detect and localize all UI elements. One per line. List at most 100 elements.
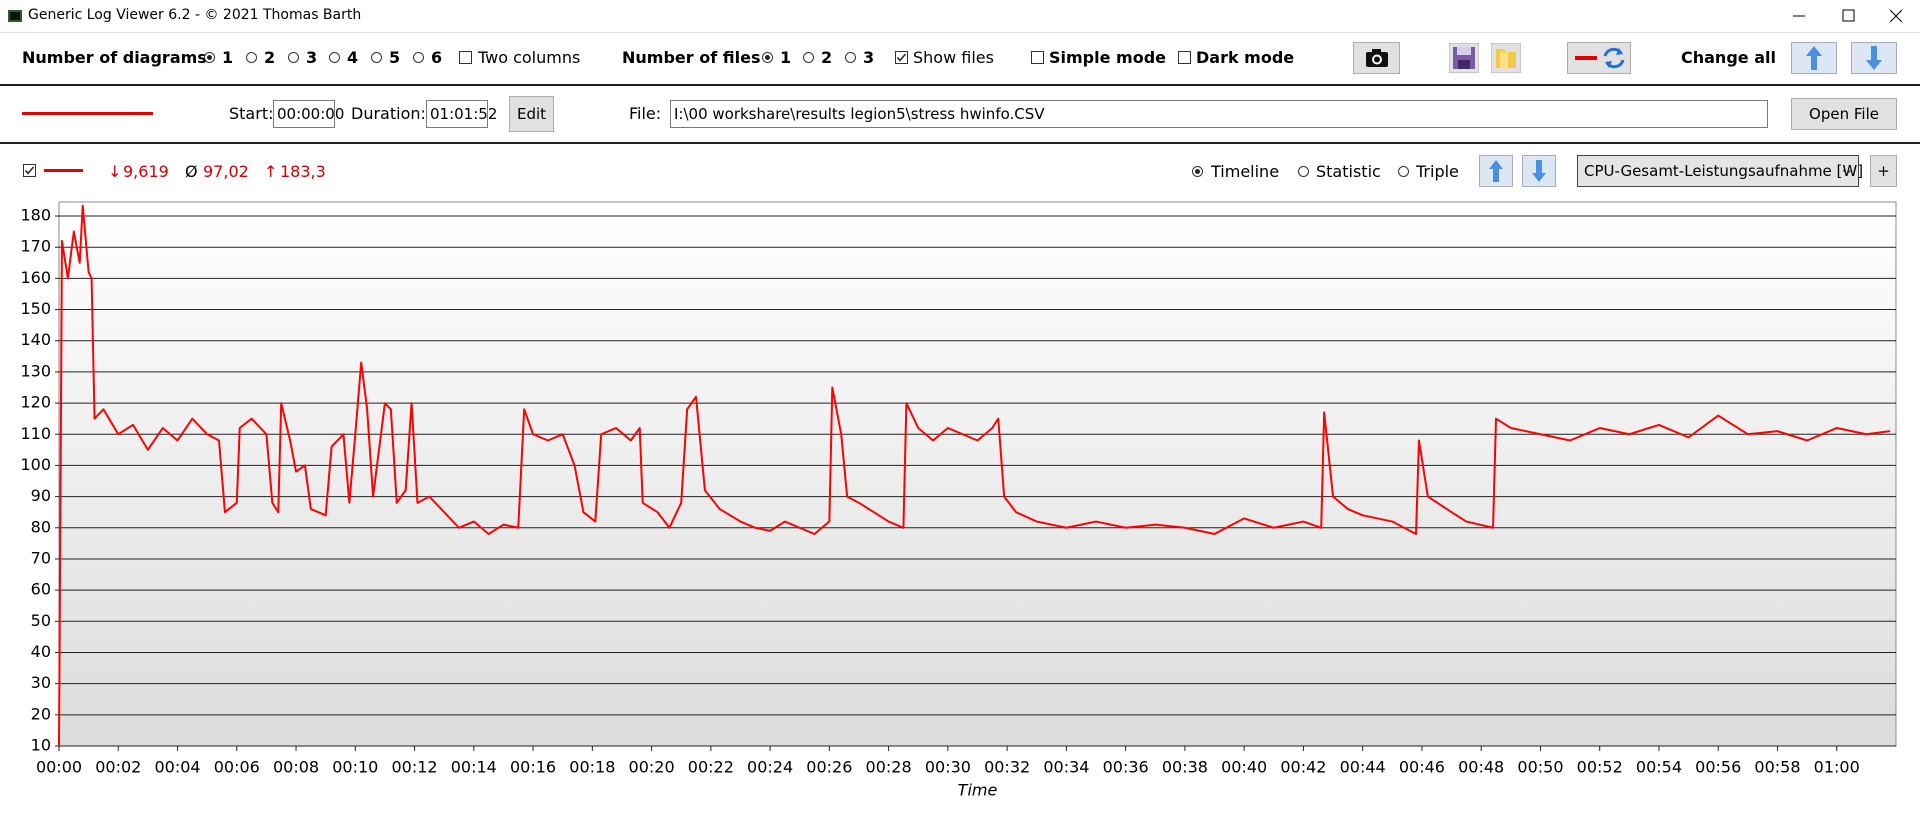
- x-tick-label: 00:34: [1043, 758, 1089, 777]
- checkbox[interactable]: [1031, 51, 1044, 64]
- series-dropdown[interactable]: CPU-Gesamt-Leistungsaufnahme [W]: [1577, 155, 1863, 187]
- radio[interactable]: [288, 52, 299, 63]
- radio-label: 1: [780, 48, 792, 67]
- y-tick-label: 120: [20, 393, 51, 412]
- radio-label: 3: [863, 48, 875, 67]
- x-tick-label: 00:08: [273, 758, 319, 777]
- close[interactable]: [1889, 9, 1903, 23]
- radio[interactable]: [1398, 166, 1409, 177]
- chart: 10 20 30 40 50 60 70 80 90 100 110 120 130 140 150 160 1…: [20, 201, 1897, 800]
- move-down-button[interactable]: [1522, 155, 1556, 187]
- radio-label: 2: [821, 48, 833, 67]
- y-tick-label: 110: [20, 424, 51, 443]
- files-label: Number of files: [622, 48, 761, 67]
- title-bar: Generic Log Viewer 6.2 - © 2021 Thomas B…: [0, 0, 1920, 33]
- x-tick-label: 00:20: [629, 758, 675, 777]
- y-tick-label: 160: [20, 268, 51, 287]
- y-tick-label: 10: [31, 736, 51, 755]
- y-tick-label: 40: [31, 642, 51, 661]
- x-tick-label: 00:30: [925, 758, 971, 777]
- y-tick-label: 60: [31, 580, 51, 599]
- edit-button[interactable]: Edit: [509, 96, 554, 132]
- stat-max: 183,3: [280, 162, 326, 181]
- radio[interactable]: [204, 52, 215, 63]
- series-color-line: [44, 169, 83, 172]
- x-tick-label: 00:46: [1399, 758, 1445, 777]
- maximize[interactable]: [1842, 9, 1855, 22]
- checkbox-label: Simple mode: [1049, 48, 1167, 67]
- x-tick-label: 00:42: [1280, 758, 1326, 777]
- x-tick-label: 00:12: [391, 758, 437, 777]
- x-tick-label: 00:48: [1458, 758, 1504, 777]
- x-tick-label: 00:50: [1517, 758, 1563, 777]
- x-tick-label: 00:40: [1221, 758, 1267, 777]
- radio-label: 1: [222, 48, 234, 67]
- move-up-button[interactable]: [1479, 155, 1513, 187]
- window-title: Generic Log Viewer 6.2 - © 2021 Thomas B…: [28, 7, 362, 23]
- checkbox[interactable]: [459, 51, 472, 64]
- x-tick-label: 00:04: [154, 758, 200, 777]
- x-tick-label: 00:52: [1577, 758, 1623, 777]
- y-tick-label: 80: [31, 517, 51, 536]
- x-tick-label: 00:00: [36, 758, 82, 777]
- add-button[interactable]: +: [1870, 155, 1897, 187]
- plot-area: [58, 201, 1897, 747]
- separator: [0, 142, 1920, 144]
- radio-label: 2: [264, 48, 276, 67]
- move-down-button[interactable]: [1851, 42, 1897, 74]
- stat-avg: 97,02: [203, 162, 249, 181]
- y-tick-label: 70: [31, 548, 51, 567]
- diagrams-label: Number of diagrams: [22, 48, 207, 67]
- start-label: Start:: [229, 104, 274, 123]
- duration-label: Duration:: [351, 104, 426, 123]
- x-axis-label: Time: [958, 781, 998, 800]
- x-tick-label: 00:02: [95, 758, 141, 777]
- checkbox[interactable]: [895, 51, 908, 64]
- radio[interactable]: [1192, 166, 1203, 177]
- file-path-input[interactable]: I:\00 workshare\results legion5\stress h…: [670, 100, 1768, 128]
- x-tick-label: 00:10: [332, 758, 378, 777]
- radio[interactable]: [371, 52, 382, 63]
- separator: [0, 84, 1920, 86]
- checkbox-label: Dark mode: [1196, 48, 1295, 67]
- series-checkbox[interactable]: [23, 164, 36, 177]
- x-tick-label: 00:06: [214, 758, 260, 777]
- y-tick-label: 140: [20, 330, 51, 349]
- radio[interactable]: [845, 52, 856, 63]
- radio[interactable]: [1298, 166, 1309, 177]
- checkbox-label: Two columns: [478, 48, 581, 67]
- radio[interactable]: [803, 52, 814, 63]
- x-tick-label: 00:38: [1162, 758, 1208, 777]
- y-tick-label: 30: [31, 673, 51, 692]
- screenshot-button[interactable]: [1353, 42, 1400, 74]
- checkbox[interactable]: [1178, 51, 1191, 64]
- save-button[interactable]: [1449, 43, 1479, 73]
- x-tick-label: 00:16: [510, 758, 556, 777]
- start-input[interactable]: 00:00:00: [273, 100, 344, 128]
- stat-min: 9,619: [123, 162, 169, 181]
- radio[interactable]: [246, 52, 257, 63]
- x-tick-label: 00:28: [866, 758, 912, 777]
- app-icon: [8, 10, 22, 22]
- x-tick-label: 00:14: [451, 758, 497, 777]
- y-tick-label: 90: [31, 486, 51, 505]
- y-tick-label: 50: [31, 611, 51, 630]
- radio-label: Statistic: [1316, 162, 1381, 181]
- y-tick-label: 130: [20, 361, 51, 380]
- open-folder-button[interactable]: [1491, 43, 1521, 73]
- dropdown-arrow: [1842, 169, 1852, 175]
- radio[interactable]: [329, 52, 340, 63]
- color-refresh-button[interactable]: [1567, 42, 1631, 74]
- move-up-button[interactable]: [1791, 42, 1837, 74]
- y-tick-label: 150: [20, 299, 51, 318]
- radio-label: 5: [389, 48, 401, 67]
- open-file-button[interactable]: Open File: [1791, 98, 1897, 130]
- radio[interactable]: [413, 52, 424, 63]
- y-tick-label: 100: [20, 455, 51, 474]
- camera-icon: [1366, 49, 1388, 67]
- window-controls: [1793, 9, 1903, 23]
- radio[interactable]: [762, 52, 773, 63]
- duration-input[interactable]: 01:01:52: [426, 100, 497, 128]
- radio-label: Triple: [1416, 162, 1459, 181]
